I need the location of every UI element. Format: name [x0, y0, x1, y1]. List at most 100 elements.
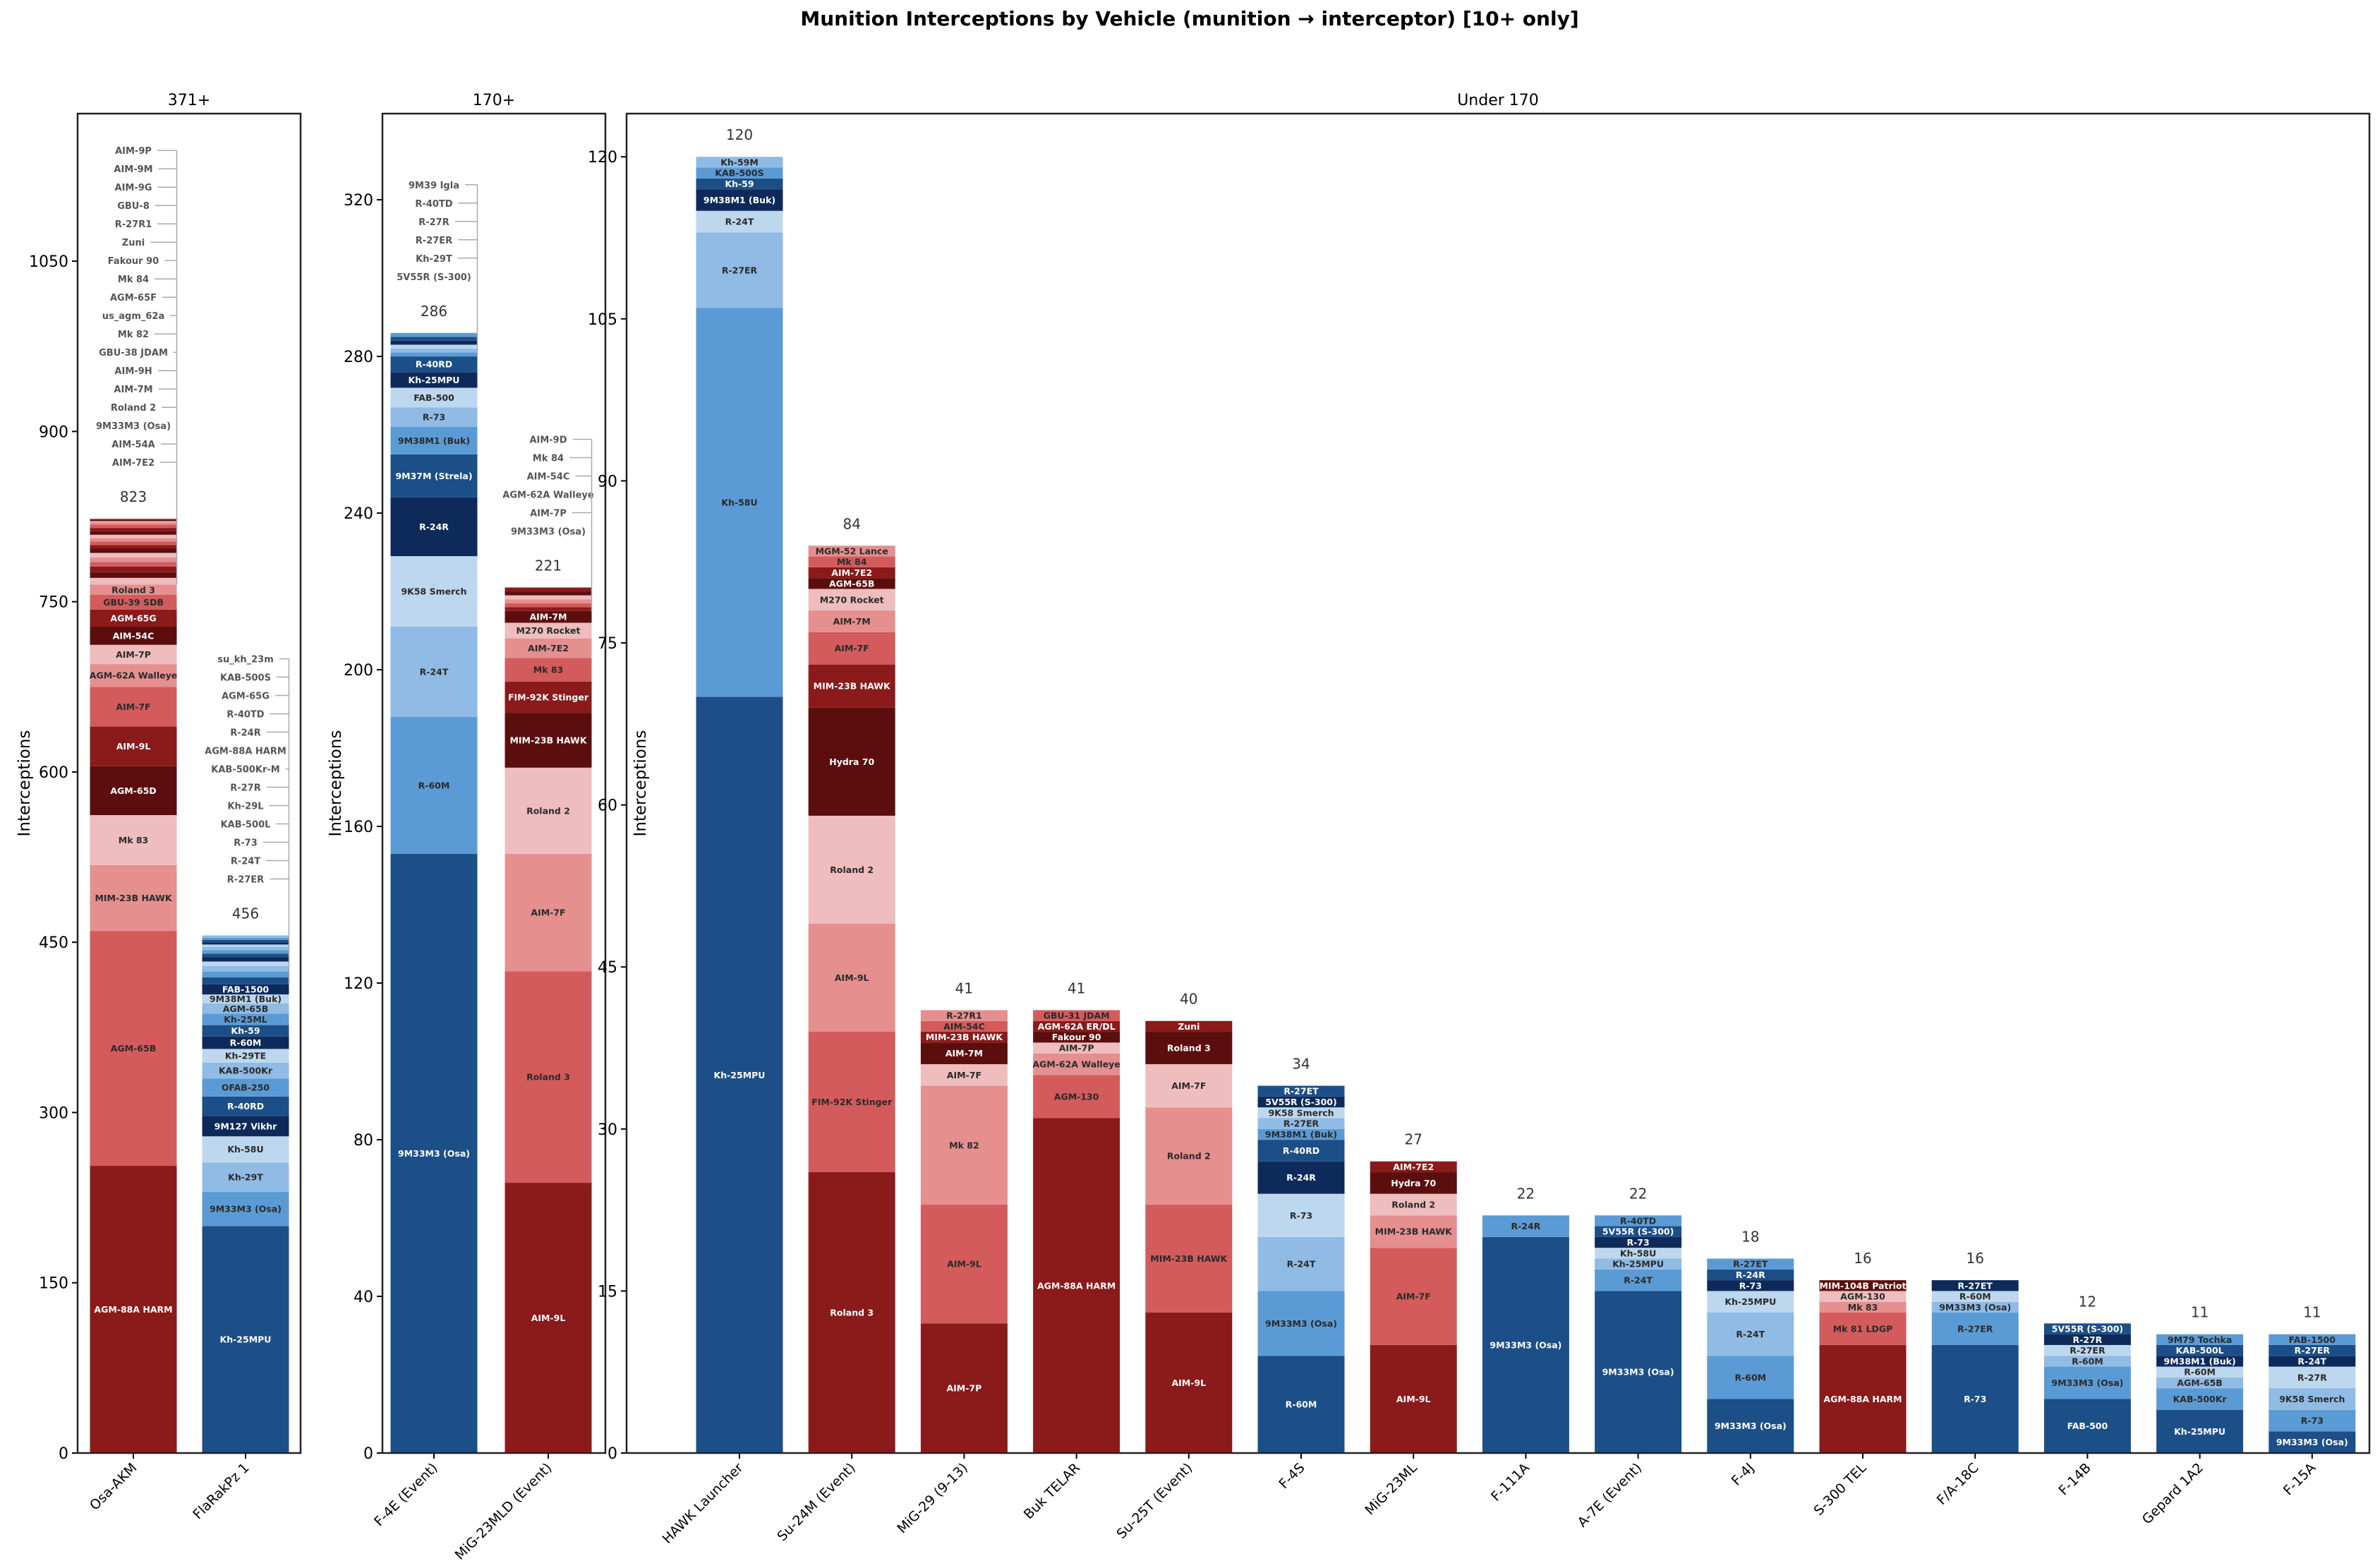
bar-segment [202, 937, 289, 940]
bar-segment [2156, 1356, 2244, 1367]
bar-segment [390, 716, 478, 854]
callout-label: 9M39 Igla [409, 181, 459, 191]
bar-segment [202, 1096, 289, 1116]
segment-label: KAB-500S [715, 168, 763, 179]
segment-label: R-24T [1624, 1275, 1653, 1286]
bar-segment [202, 1013, 289, 1025]
bar-segment [1931, 1301, 2019, 1313]
bar-segment [90, 524, 177, 529]
x-tick-label: F-14B [2055, 1460, 2094, 1498]
bar-segment [90, 594, 177, 610]
bar-segment [505, 607, 592, 611]
bar-segment [90, 522, 177, 525]
segment-label: MIM-23B HAWK [926, 1032, 1003, 1042]
segment-label: AIM-9L [1171, 1378, 1206, 1388]
bar-segment [202, 961, 289, 966]
y-tick-label: 1050 [29, 253, 68, 271]
bar-segment [1257, 1085, 1345, 1097]
bar-segment [1257, 1140, 1345, 1162]
segment-label: Roland 2 [1391, 1199, 1435, 1210]
callout-label: R-27R [230, 783, 261, 794]
bar-segment [202, 1004, 289, 1014]
y-tick-label: 80 [354, 1132, 373, 1150]
segment-label: AIM-9L [947, 1259, 981, 1270]
bar-total-label: 221 [535, 558, 562, 574]
bar-segment [1145, 1107, 1233, 1205]
bar-segment [920, 1063, 1008, 1086]
segment-label: AGM-65B [2177, 1378, 2222, 1388]
bar-segment [1595, 1269, 1682, 1291]
bar-segment [1595, 1291, 1682, 1453]
y-tick-label: 90 [598, 473, 617, 490]
callout-label: us_agm_62a [102, 311, 164, 322]
segment-label: Kh-25ML [224, 1014, 267, 1025]
callout-label: R-24T [231, 857, 260, 867]
bar-segment [390, 853, 478, 1453]
segment-label: 9M33M3 (Osa) [1939, 1302, 2011, 1313]
x-tick-label: A-7E (Event) [1575, 1460, 1645, 1531]
x-tick-label: F-111A [1488, 1460, 1533, 1505]
segment-label: Fakour 90 [1052, 1032, 1101, 1042]
bar-segment [202, 1036, 289, 1049]
chart-title: Munition Interceptions by Vehicle (munit… [800, 7, 1578, 30]
bar-segment [1482, 1215, 1569, 1237]
segment-label: 5V55R (S-300) [1602, 1226, 1674, 1237]
bar-segment [90, 528, 177, 531]
segment-label: 9M79 Tochka [2168, 1334, 2232, 1345]
segment-label: MGM-52 Lance [816, 546, 888, 556]
bar-segment [390, 340, 478, 345]
bar-segment [1033, 1032, 1120, 1043]
bar-segment [1257, 1161, 1345, 1194]
segment-label: AGM-130 [1054, 1091, 1099, 1102]
segment-label: 9K58 Smerch [2279, 1394, 2345, 1404]
bar-segment [1033, 1118, 1120, 1453]
bar-total-label: 11 [2191, 1304, 2209, 1321]
x-tick-label: MiG-23MLD (Event) [452, 1460, 555, 1561]
segment-label: Roland 2 [1167, 1151, 1211, 1162]
segment-label: R-73 [1739, 1280, 1762, 1291]
bar-segment [1707, 1399, 1794, 1453]
axes-frame [381, 112, 607, 1454]
segment-label: AIM-9L [116, 741, 151, 752]
y-tick-label: 75 [598, 635, 617, 653]
segment-label: Roland 2 [830, 864, 874, 875]
segment-label: AIM-7F [531, 908, 565, 918]
bar-segment [390, 344, 478, 349]
bar-segment [1033, 1042, 1120, 1054]
callout-label: AGM-65G [222, 692, 270, 702]
callout-label: AIM-7P [530, 509, 567, 519]
x-tick-label: F-4E (Event) [371, 1460, 440, 1529]
bar-total-label: 286 [421, 303, 447, 320]
callout-label: 5V55R (S-300) [397, 272, 471, 283]
segment-label: AIM-7E2 [831, 567, 872, 578]
bar-segment [505, 1183, 592, 1453]
bar-segment [90, 864, 177, 932]
segment-label: 9M33M3 (Osa) [398, 1148, 470, 1159]
bar-segment [2043, 1344, 2131, 1356]
bar-group: Kh-25MPU 9M33M3 (Osa) Kh-29T Kh-58U 9M127 Vi… [190, 655, 290, 1522]
segment-label: AIM-7E2 [1393, 1162, 1434, 1172]
segment-label: 9M38M1 (Buk) [703, 195, 775, 205]
callout-label: R-27ER [227, 875, 264, 886]
segment-label: AIM-7P [1059, 1043, 1094, 1054]
segment-label: Roland 3 [111, 584, 155, 595]
bar-segment [90, 627, 177, 645]
segment-label: AIM-9L [1396, 1394, 1431, 1404]
bar-total-label: 41 [1068, 980, 1085, 996]
bar-segment [1595, 1258, 1682, 1270]
segment-label: AIM-7F [1171, 1080, 1206, 1091]
bar-segment [1370, 1172, 1457, 1194]
bar-total-label: 120 [726, 126, 753, 143]
bar-segment [1257, 1236, 1345, 1291]
bar-segment [202, 1192, 289, 1226]
segment-label: AGM-88A HARM [1823, 1394, 1902, 1404]
bar-segment [505, 599, 592, 603]
bar-segment [390, 348, 478, 353]
bar-segment [920, 1042, 1008, 1064]
bar-segment [202, 950, 289, 954]
x-tick-label: FlaRakPz 1 [190, 1460, 252, 1522]
bar-segment [90, 766, 177, 816]
segment-label: R-24T [725, 217, 754, 227]
x-tick-label: MiG-29 (9-13) [894, 1460, 970, 1536]
x-tick-label: F/A-18C [1934, 1460, 1982, 1508]
